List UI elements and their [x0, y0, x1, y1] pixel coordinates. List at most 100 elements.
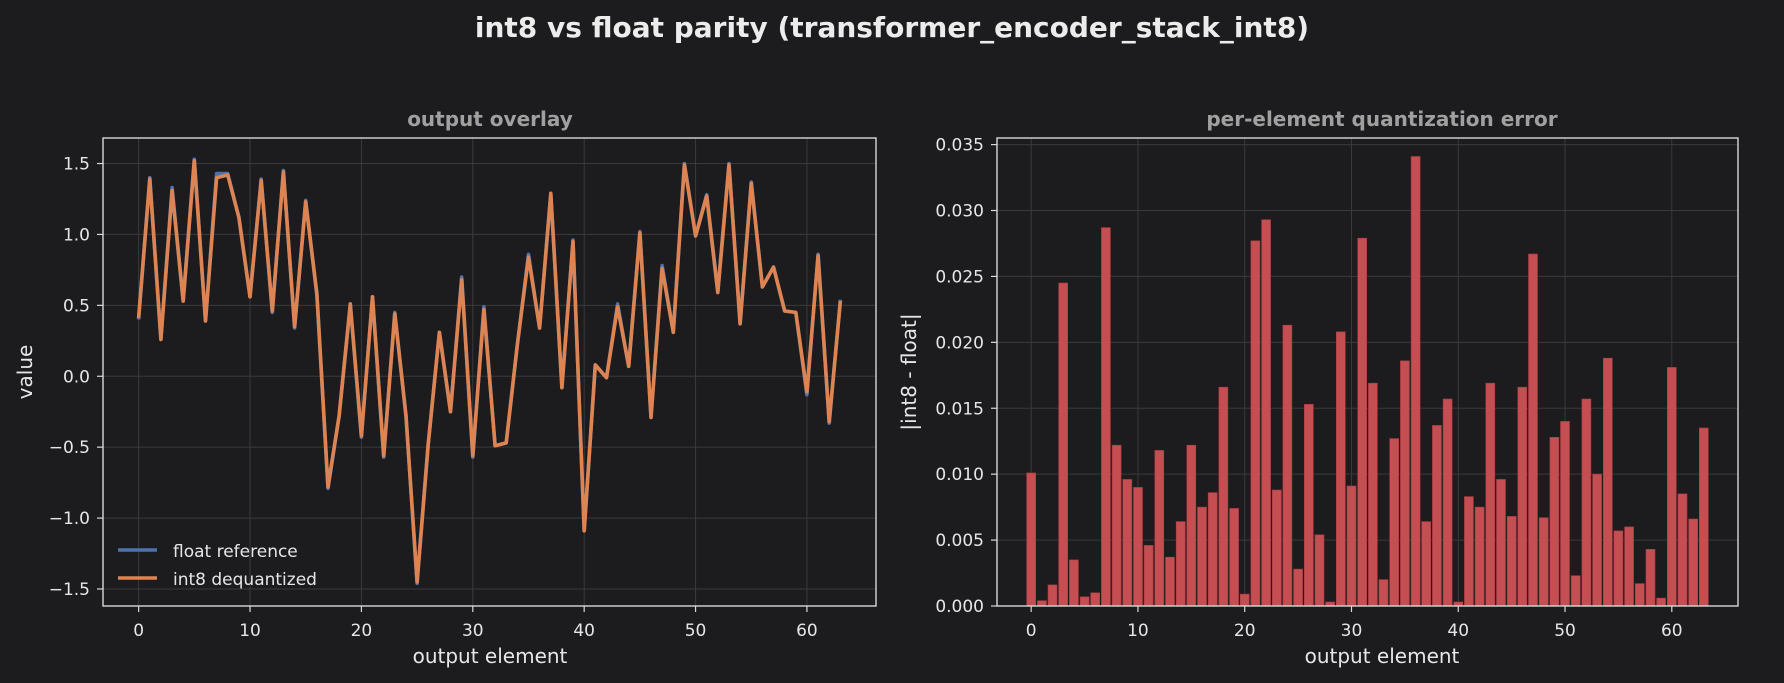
series-line-int8-dequantized	[136, 158, 843, 584]
error-bar	[1613, 530, 1624, 607]
error-bar	[1570, 575, 1581, 607]
error-bar	[1688, 518, 1698, 607]
error-bar	[1047, 584, 1058, 607]
error-bar	[1143, 545, 1154, 607]
error-bar	[1239, 593, 1250, 607]
overlay-xlabel: output element	[413, 644, 568, 668]
error-bar	[1165, 556, 1175, 607]
error-xtick-label: 60	[1661, 621, 1683, 641]
error-xtick-label: 10	[1127, 621, 1149, 641]
figure-suptitle: int8 vs float parity (transformer_encode…	[475, 11, 1309, 44]
legend-label-float: float reference	[173, 542, 298, 562]
overlay-ytick-label: −1.5	[49, 580, 90, 600]
error-bar	[1421, 521, 1431, 607]
error-bar	[1069, 559, 1079, 607]
error-bar	[1517, 386, 1528, 607]
error-bar	[1357, 237, 1367, 607]
error-bar	[1186, 444, 1197, 607]
error-bar	[1538, 517, 1549, 607]
overlay-ytick-label: −1.0	[49, 509, 90, 529]
overlay-lines	[136, 157, 843, 586]
error-bar	[1154, 450, 1165, 607]
error-bar	[1528, 253, 1538, 607]
error-bar	[1101, 227, 1111, 607]
error-xtick-label: 20	[1234, 621, 1256, 641]
overlay-xtick-label: 10	[239, 621, 261, 641]
error-bar	[1250, 240, 1261, 607]
overlay-axes-frame	[102, 137, 877, 607]
overlay-xtick-label: 60	[796, 621, 818, 641]
overlay-xtick-label: 40	[573, 621, 595, 641]
error-bar	[1410, 156, 1421, 607]
overlay-legend: float reference int8 dequantized	[118, 542, 317, 590]
error-bar	[1272, 489, 1282, 607]
error-bar	[1207, 492, 1218, 607]
error-bar	[1261, 219, 1271, 607]
error-bar	[1464, 496, 1474, 607]
overlay-xtick-label: 30	[462, 621, 484, 641]
error-bar	[1506, 516, 1517, 607]
error-bar	[1197, 506, 1207, 607]
error-bar	[1442, 398, 1453, 607]
error-title: per-element quantization error	[1206, 107, 1557, 131]
error-ytick-label: 0.010	[935, 465, 984, 485]
overlay-xtick-label: 0	[133, 621, 144, 641]
error-ytick-label: 0.005	[935, 531, 984, 551]
error-xtick-label: 40	[1447, 621, 1469, 641]
error-xtick-label: 50	[1554, 621, 1576, 641]
error-bar	[1635, 583, 1645, 607]
error-bar	[1293, 568, 1303, 607]
overlay-xtick-label: 20	[351, 621, 373, 641]
overlay-ticks: 0 10 20 30 40 50 60 −1.5 −1.0 −0.5 0.0 0.5 1.0 1.5	[49, 155, 818, 641]
error-ticks: 0 10 20 30 40 50 60 0.000 0.005 0.010 0.015 0.020 0.…	[935, 136, 1682, 641]
error-bar	[1037, 600, 1047, 607]
error-ylabel: |int8 - float|	[897, 313, 921, 430]
error-bar	[1218, 386, 1229, 607]
overlay-xtick-label: 50	[685, 621, 707, 641]
error-bar	[1079, 596, 1090, 607]
error-xtick-label: 30	[1341, 621, 1363, 641]
error-bar	[1400, 360, 1410, 607]
error-bar	[1603, 357, 1613, 607]
error-bar	[1677, 493, 1688, 607]
error-bar	[1314, 534, 1325, 607]
error-bar	[1656, 597, 1666, 607]
error-bar	[1549, 436, 1560, 607]
error-bar	[1560, 421, 1570, 607]
overlay-ytick-label: 0.5	[63, 296, 90, 316]
error-bar	[1229, 508, 1239, 607]
error-bar	[1175, 521, 1186, 607]
error-bar	[1368, 382, 1378, 607]
overlay-ytick-label: 1.0	[63, 225, 90, 245]
overlay-ytick-label: 1.5	[63, 155, 90, 175]
error-bar	[1667, 367, 1677, 607]
error-bar	[1389, 438, 1399, 607]
error-bar	[1485, 382, 1496, 607]
error-xlabel: output element	[1305, 644, 1460, 668]
error-bar	[1133, 487, 1143, 607]
error-bar	[1581, 398, 1592, 607]
error-xtick-label: 0	[1026, 621, 1037, 641]
error-bar	[1346, 485, 1357, 607]
error-panel: per-element quantization error 0 10 20 30 40…	[897, 107, 1739, 668]
error-axes-frame	[996, 137, 1739, 607]
error-bar	[1336, 331, 1346, 607]
error-ytick-label: 0.035	[935, 136, 984, 156]
error-bar	[1645, 548, 1656, 607]
error-bar	[1122, 479, 1133, 607]
error-bar	[1592, 473, 1602, 607]
error-ytick-label: 0.015	[935, 399, 984, 419]
error-ytick-label: 0.000	[935, 597, 984, 617]
error-bar	[1378, 579, 1389, 607]
error-bar	[1026, 472, 1036, 607]
error-bar	[1058, 282, 1068, 607]
error-bar	[1496, 479, 1506, 607]
error-ytick-label: 0.025	[935, 267, 984, 287]
error-bar	[1111, 444, 1122, 607]
overlay-panel: output overlay 0 10 20 30 40 50 60 −1.5 −1.0 −0.5…	[13, 107, 877, 668]
error-bar	[1304, 403, 1314, 607]
error-bar	[1432, 425, 1442, 607]
error-ytick-label: 0.030	[935, 202, 984, 222]
error-bar	[1090, 592, 1100, 607]
